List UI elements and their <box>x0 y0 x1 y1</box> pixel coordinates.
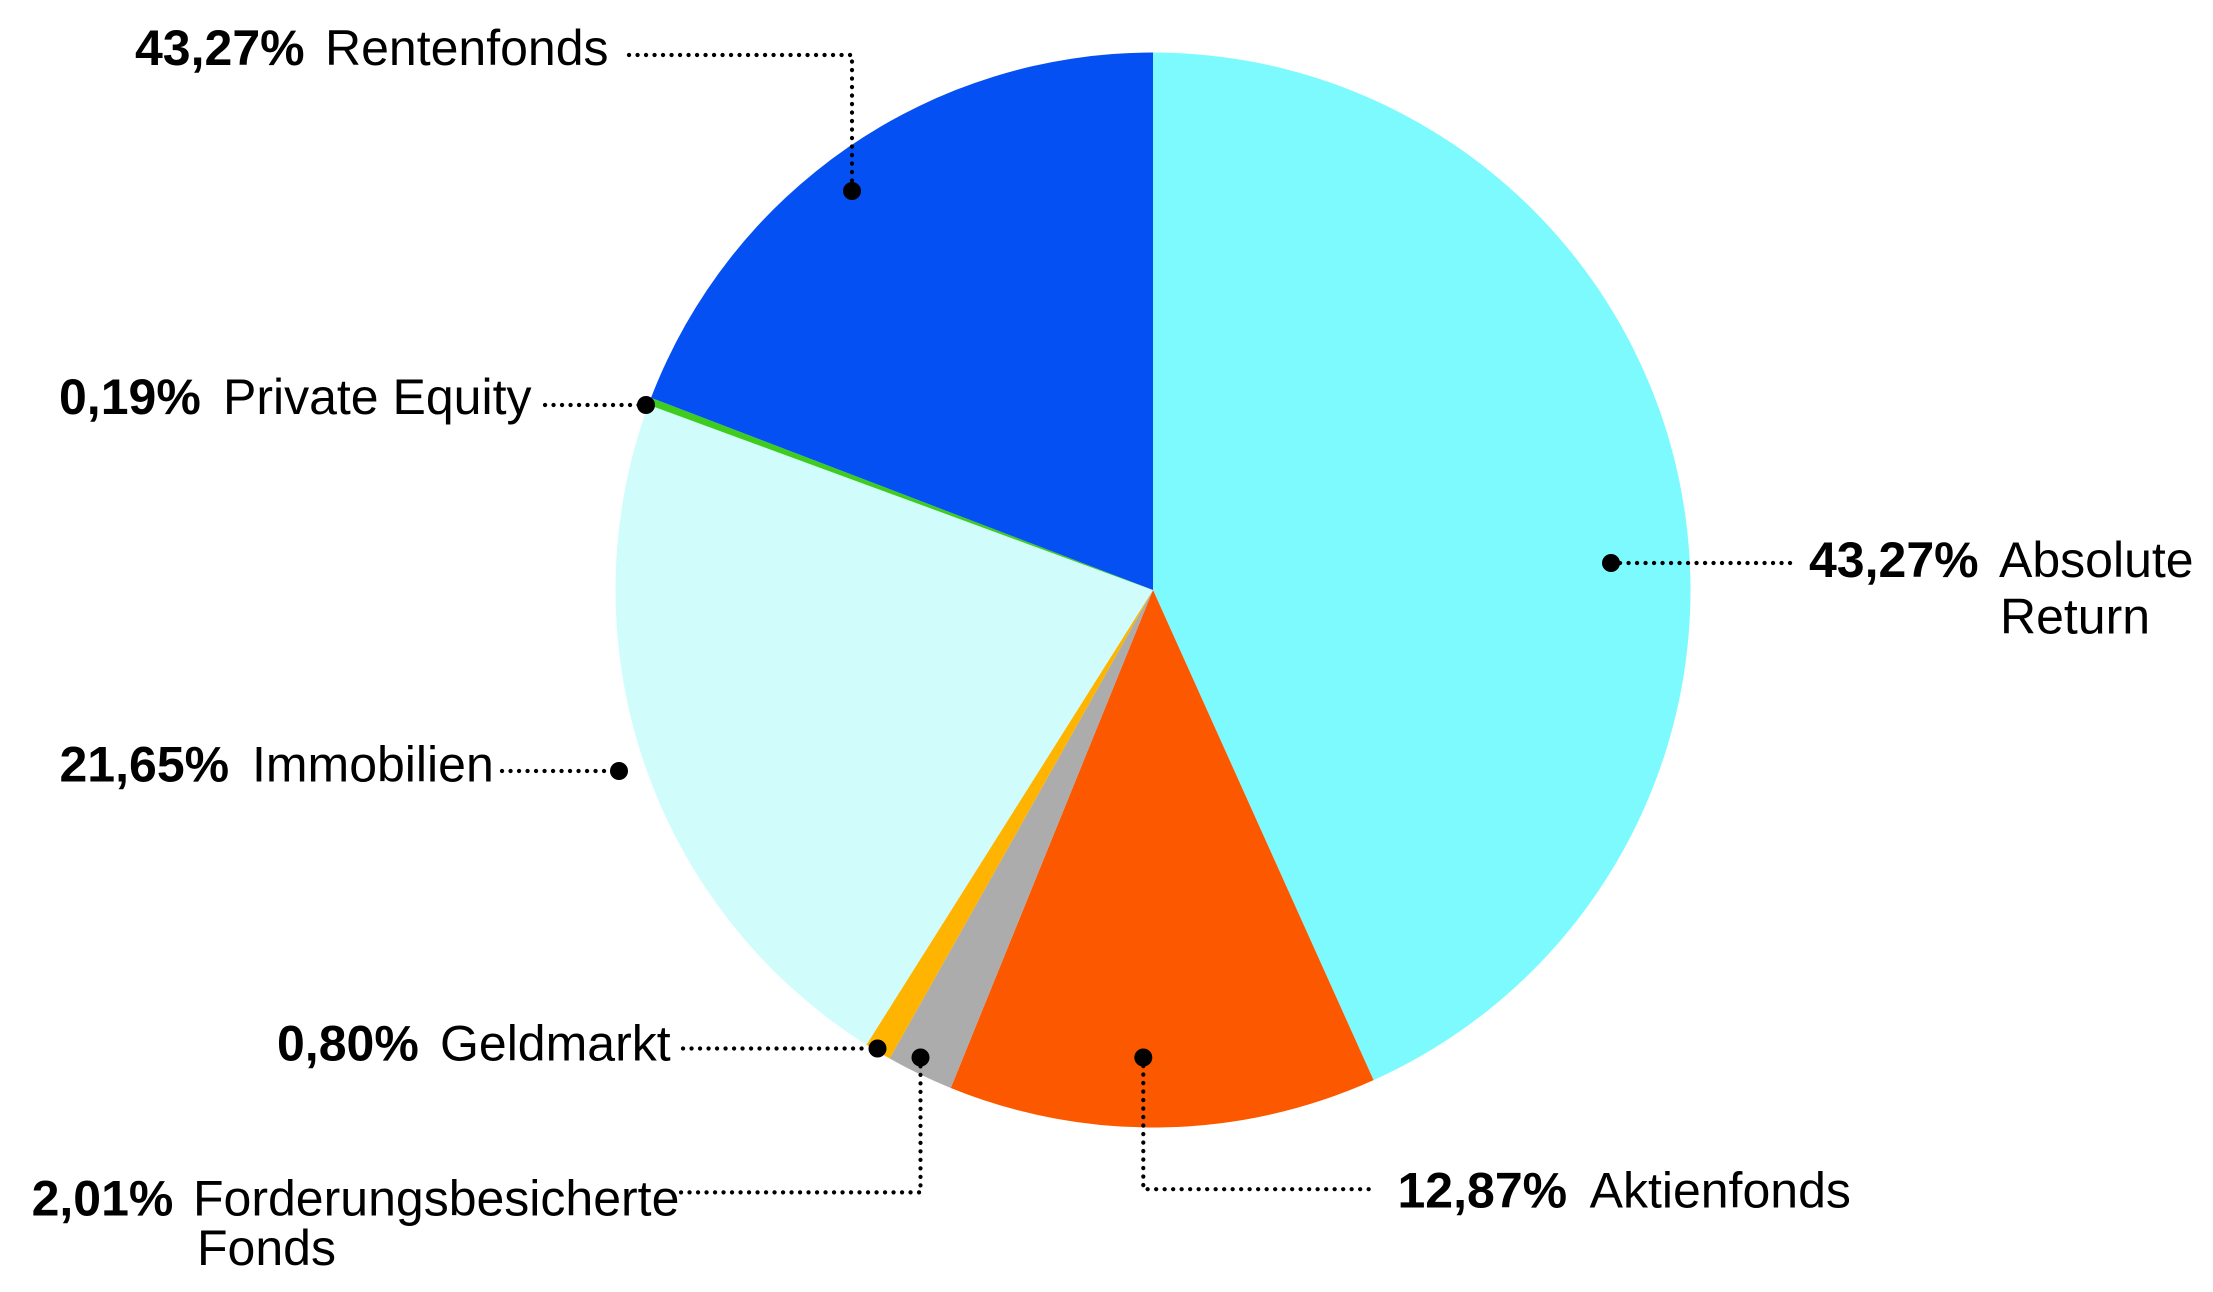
svg-text:Rentenfonds: Rentenfonds <box>325 20 609 76</box>
svg-text:12,87%: 12,87% <box>1398 1163 1568 1219</box>
svg-text:Aktienfonds: Aktienfonds <box>1590 1163 1851 1219</box>
svg-text:Geldmarkt: Geldmarkt <box>440 1016 671 1072</box>
svg-text:43,27%: 43,27% <box>1809 532 1979 588</box>
svg-text:Return: Return <box>2000 589 2150 645</box>
svg-text:Fonds: Fonds <box>197 1220 336 1276</box>
svg-text:0,80%: 0,80% <box>277 1016 419 1072</box>
svg-text:2,01%: 2,01% <box>32 1171 174 1227</box>
svg-text:43,27%: 43,27% <box>135 20 305 76</box>
svg-text:Private Equity: Private Equity <box>223 369 531 425</box>
svg-text:Absolute: Absolute <box>1999 532 2194 588</box>
svg-text:21,65%: 21,65% <box>60 737 230 793</box>
svg-text:Forderungsbesicherte: Forderungsbesicherte <box>193 1171 679 1227</box>
svg-text:0,19%: 0,19% <box>59 369 201 425</box>
svg-text:Immobilien: Immobilien <box>252 737 494 793</box>
